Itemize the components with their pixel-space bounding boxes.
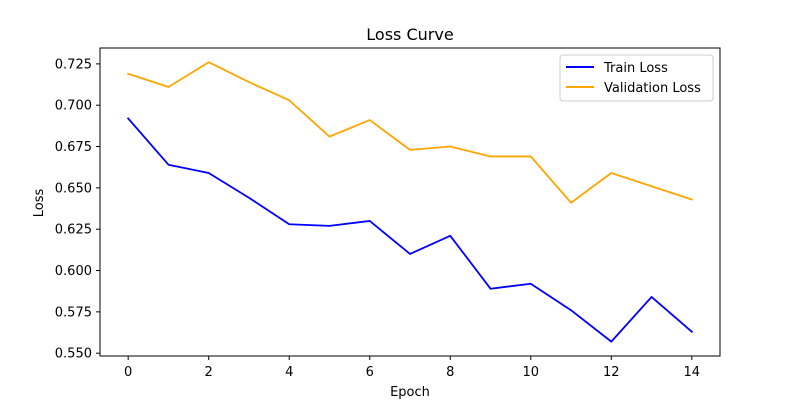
y-tick-label: 0.725 — [55, 57, 92, 72]
series-line-validation-loss — [127, 61, 693, 204]
x-tick-label: 2 — [205, 365, 213, 380]
x-tick-label: 4 — [285, 365, 293, 380]
legend: Train Loss Validation Loss — [559, 54, 714, 102]
series-lines — [126, 61, 694, 343]
legend-label-train-loss: Train Loss — [603, 61, 668, 76]
y-axis-ticks: 0.550 0.575 0.600 0.625 0.650 0.675 0.700 0.725 — [55, 57, 100, 362]
chart-title: Loss Curve — [366, 25, 453, 44]
y-axis-label: Loss — [32, 189, 47, 218]
x-tick-label: 12 — [603, 365, 620, 380]
x-tick-label: 0 — [124, 365, 132, 380]
legend-box — [559, 54, 714, 102]
x-tick-label: 8 — [446, 365, 454, 380]
y-tick-label: 0.700 — [55, 99, 92, 114]
y-tick-label: 0.650 — [55, 181, 92, 196]
y-tick-label: 0.625 — [55, 223, 92, 238]
y-tick-label: 0.675 — [55, 140, 92, 155]
x-tick-label: 10 — [523, 365, 540, 380]
plot-frame — [99, 47, 721, 357]
x-tick-label: 14 — [684, 365, 701, 380]
legend-label-validation-loss: Validation Loss — [604, 81, 701, 96]
y-tick-label: 0.550 — [55, 347, 92, 362]
y-tick-label: 0.600 — [55, 264, 92, 279]
x-axis-ticks: 0 2 4 6 8 10 12 14 — [124, 356, 700, 380]
y-tick-label: 0.575 — [55, 305, 92, 320]
x-axis-label: Epoch — [390, 385, 430, 400]
x-tick-label: 6 — [366, 365, 374, 380]
series-line-train-loss — [126, 117, 694, 343]
